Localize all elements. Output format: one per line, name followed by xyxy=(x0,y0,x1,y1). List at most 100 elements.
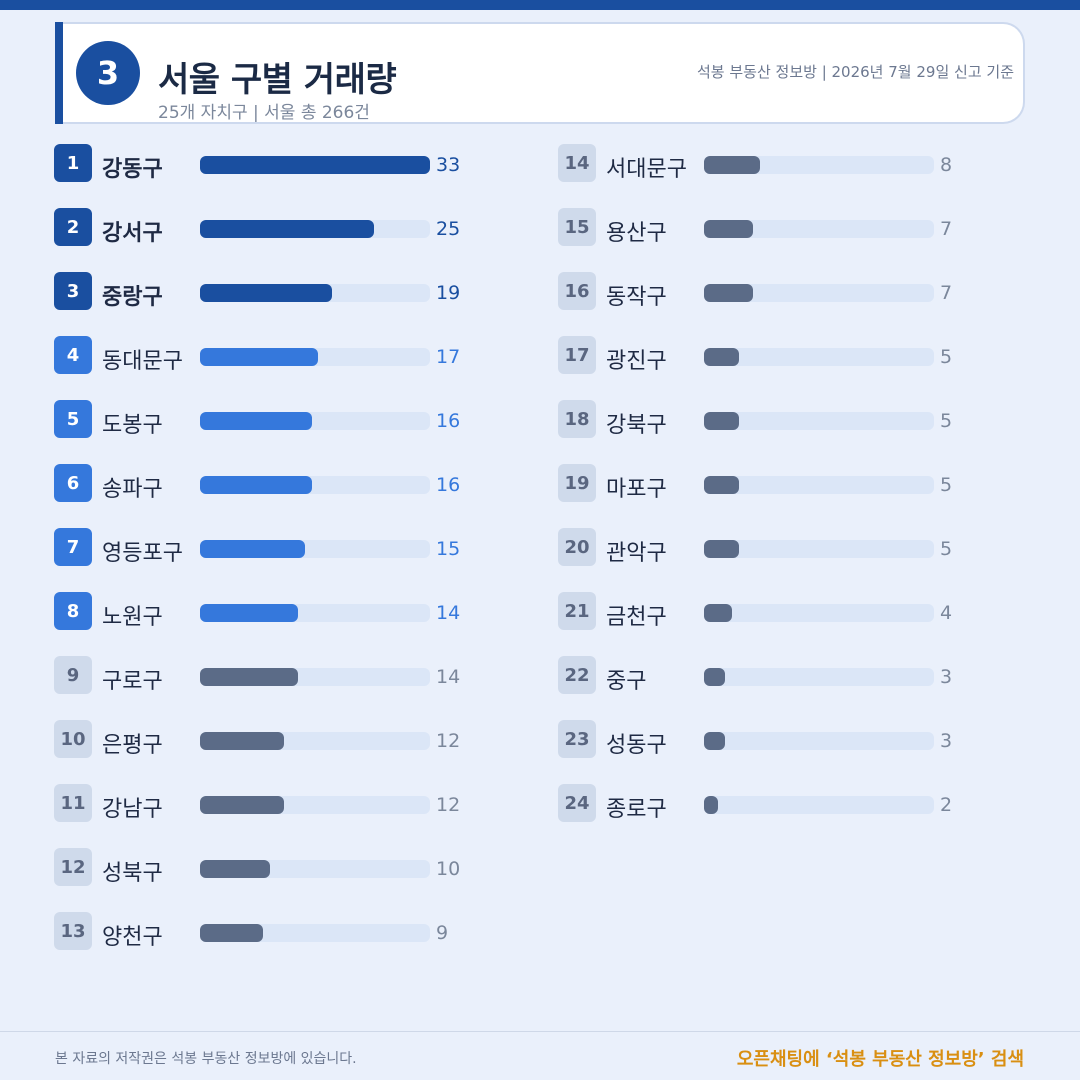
rank-badge: 8 xyxy=(54,592,92,630)
bar-value-label: 7 xyxy=(940,282,953,304)
bar-value-label: 17 xyxy=(436,346,461,368)
rank-badge: 9 xyxy=(54,656,92,694)
rank-badge: 13 xyxy=(54,912,92,950)
bar-fill xyxy=(704,732,725,750)
ranking-row: 2 강서구 25 xyxy=(54,208,474,248)
rank-badge: 24 xyxy=(558,784,596,822)
ranking-row: 17 광진구 5 xyxy=(558,336,978,376)
bar-value-label: 2 xyxy=(940,794,953,816)
district-name: 용산구 xyxy=(606,221,667,246)
bar-track xyxy=(704,540,934,558)
district-name: 구로구 xyxy=(102,669,163,694)
rank-badge: 22 xyxy=(558,656,596,694)
ranking-row: 1 강동구 33 xyxy=(54,144,474,184)
ranking-row: 22 중구 3 xyxy=(558,656,978,696)
ranking-row: 3 중랑구 19 xyxy=(54,272,474,312)
bar-fill xyxy=(704,220,753,238)
ranking-row: 8 노원구 14 xyxy=(54,592,474,632)
district-name: 동대문구 xyxy=(102,349,183,374)
rank-badge: 12 xyxy=(54,848,92,886)
bar-track xyxy=(200,220,430,238)
district-name: 노원구 xyxy=(102,605,163,630)
bar-value-label: 3 xyxy=(940,666,953,688)
rank-badge: 4 xyxy=(54,336,92,374)
bar-track xyxy=(200,156,430,174)
district-name: 은평구 xyxy=(102,733,163,758)
ranking-row: 16 동작구 7 xyxy=(558,272,978,312)
district-name: 송파구 xyxy=(102,477,163,502)
district-name: 광진구 xyxy=(606,349,667,374)
rank-badge: 3 xyxy=(54,272,92,310)
bar-value-label: 5 xyxy=(940,474,953,496)
bar-value-label: 14 xyxy=(436,666,461,688)
bar-value-label: 4 xyxy=(940,602,953,624)
district-name: 금천구 xyxy=(606,605,667,630)
bar-track xyxy=(704,220,934,238)
bar-fill xyxy=(200,924,263,942)
ranking-row: 10 은평구 12 xyxy=(54,720,474,760)
bar-value-label: 5 xyxy=(940,410,953,432)
ranking-list: 1 강동구 33 2 강서구 25 3 중랑구 19 4 동대문구 17 5 도봉구 16 6 송파구 16 7 영등… xyxy=(54,144,978,952)
bar-track xyxy=(704,348,934,366)
district-name: 성북구 xyxy=(102,861,163,886)
ranking-row: 14 서대문구 8 xyxy=(558,144,978,184)
bar-value-label: 10 xyxy=(436,858,461,880)
bar-fill xyxy=(704,796,718,814)
rank-badge: 21 xyxy=(558,592,596,630)
district-name: 마포구 xyxy=(606,477,667,502)
bar-fill xyxy=(704,412,739,430)
bar-track xyxy=(704,668,934,686)
bar-track xyxy=(200,924,430,942)
district-name: 강북구 xyxy=(606,413,667,438)
bar-fill xyxy=(704,540,739,558)
district-name: 강남구 xyxy=(102,797,163,822)
bar-value-label: 14 xyxy=(436,602,461,624)
bar-fill xyxy=(704,156,760,174)
rank-badge: 20 xyxy=(558,528,596,566)
ranking-row: 13 양천구 9 xyxy=(54,912,474,952)
rank-badge: 15 xyxy=(558,208,596,246)
bar-fill xyxy=(704,284,753,302)
open-chat-cta: 오픈채팅에 ‘석봉 부동산 정보방’ 검색 xyxy=(736,1049,1024,1070)
rank-badge: 16 xyxy=(558,272,596,310)
district-name: 영등포구 xyxy=(102,541,183,566)
bar-fill xyxy=(704,348,739,366)
ranking-row: 9 구로구 14 xyxy=(54,656,474,696)
bar-value-label: 7 xyxy=(940,218,953,240)
district-name: 서대문구 xyxy=(606,157,687,182)
bar-fill xyxy=(200,156,430,174)
ranking-row: 19 마포구 5 xyxy=(558,464,978,504)
bar-fill xyxy=(200,796,284,814)
district-name: 종로구 xyxy=(606,797,667,822)
rank-badge: 5 xyxy=(54,400,92,438)
bar-value-label: 33 xyxy=(436,154,461,176)
rank-badge: 1 xyxy=(54,144,92,182)
district-name: 관악구 xyxy=(606,541,667,566)
bar-value-label: 12 xyxy=(436,794,461,816)
bar-track xyxy=(704,412,934,430)
ranking-row: 23 성동구 3 xyxy=(558,720,978,760)
bar-fill xyxy=(704,604,732,622)
bar-track xyxy=(200,412,430,430)
district-name: 양천구 xyxy=(102,925,163,950)
bar-fill xyxy=(200,540,305,558)
rank-badge: 11 xyxy=(54,784,92,822)
ranking-row: 7 영등포구 15 xyxy=(54,528,474,568)
rank-badge: 19 xyxy=(558,464,596,502)
header-card xyxy=(55,22,1025,124)
bar-track xyxy=(200,476,430,494)
bar-value-label: 16 xyxy=(436,410,461,432)
bar-value-label: 5 xyxy=(940,538,953,560)
header-accent-bar xyxy=(55,22,63,124)
bar-fill xyxy=(200,604,298,622)
district-name: 강동구 xyxy=(102,157,163,182)
source-note: 석봉 부동산 정보방 | 2026년 7월 29일 신고 기준 xyxy=(696,63,1014,81)
bar-value-label: 16 xyxy=(436,474,461,496)
ranking-row: 5 도봉구 16 xyxy=(54,400,474,440)
bar-value-label: 15 xyxy=(436,538,461,560)
district-name: 중구 xyxy=(606,669,647,694)
bar-fill xyxy=(200,412,312,430)
bar-fill xyxy=(200,284,332,302)
bar-fill xyxy=(200,476,312,494)
bar-track xyxy=(200,860,430,878)
